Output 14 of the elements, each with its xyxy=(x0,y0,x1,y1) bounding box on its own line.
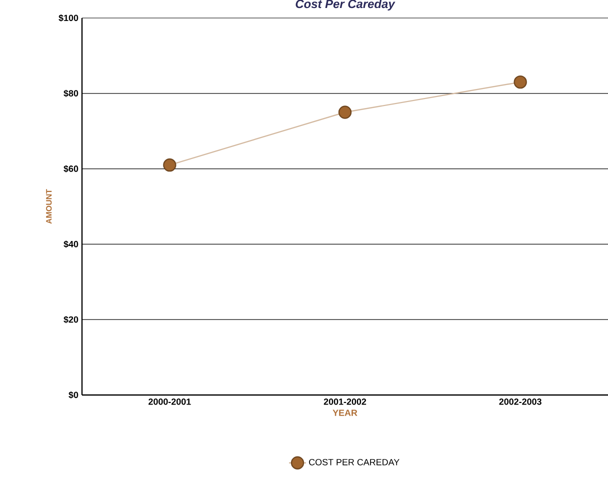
x-tick-label: 2000-2001 xyxy=(148,398,191,405)
x-axis-title: YEAR xyxy=(332,410,358,416)
x-tick-label: 2002-2003 xyxy=(499,398,542,405)
point xyxy=(514,75,527,89)
y-tick-label: $60 xyxy=(64,165,78,172)
x-tick-label: 2001-2002 xyxy=(324,398,366,405)
y-tick-label: $80 xyxy=(64,90,78,98)
y-tick-label: $100 xyxy=(58,14,78,22)
y-tick-label: $40 xyxy=(64,240,78,248)
y-tick-label: $0 xyxy=(68,391,78,399)
legend-label: COST PER CAREDAY xyxy=(309,458,400,466)
point xyxy=(338,106,352,119)
y-tick-label: $20 xyxy=(64,316,78,324)
point xyxy=(163,158,176,172)
